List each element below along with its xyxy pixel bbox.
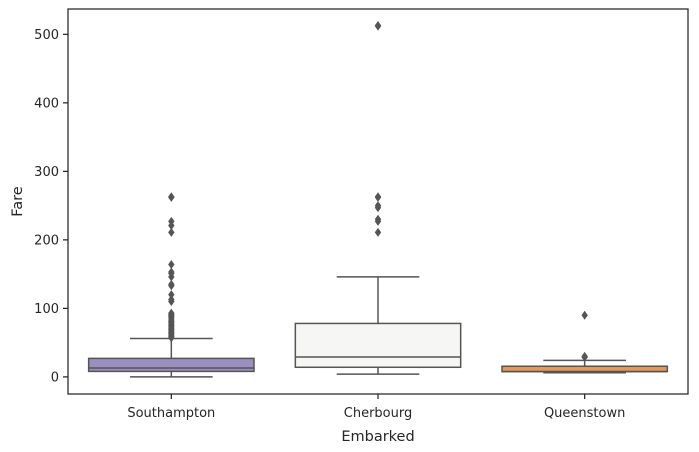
outlier-point [581, 351, 588, 361]
outlier-point [581, 310, 588, 320]
outlier-point [374, 227, 382, 237]
outlier-point [168, 192, 175, 202]
y-tick-label: 500 [34, 28, 59, 43]
y-tick-label: 200 [34, 233, 59, 248]
y-axis: 0 100 200 300 400 500 [34, 28, 68, 385]
x-tick-label-cherbourg: Cherbourg [344, 406, 412, 421]
x-tick-label-southampton: Southampton [127, 406, 215, 421]
x-axis: Southampton Cherbourg Queenstown [127, 394, 625, 421]
box-cherbourg [294, 322, 462, 369]
y-tick-label: 400 [34, 96, 59, 111]
outlier-point [168, 308, 175, 318]
box-group-southampton [87, 192, 255, 378]
outlier-point [374, 201, 382, 211]
x-tick-label-queenstown: Queenstown [544, 406, 625, 421]
outlier-point [374, 192, 382, 202]
outlier-point [374, 214, 382, 224]
outlier-point [168, 279, 175, 289]
plot-area [87, 20, 669, 378]
box-group-cherbourg [294, 20, 462, 375]
outlier-point [168, 290, 175, 300]
outlier-point [168, 216, 175, 226]
outlier-point [168, 267, 175, 277]
outlier-point [168, 227, 175, 237]
y-tick-label: 300 [34, 165, 59, 180]
box-queenstown [501, 365, 669, 373]
box-group-queenstown [501, 310, 669, 374]
y-axis-label: Fare [10, 186, 26, 217]
outlier-point [374, 20, 382, 30]
plot-frame [67, 8, 689, 395]
box-southampton [87, 357, 255, 373]
y-tick-label: 100 [34, 302, 59, 317]
outlier-point [168, 294, 175, 304]
x-axis-label: Embarked [341, 429, 414, 445]
outlier-point [168, 260, 175, 270]
y-tick-label: 0 [51, 370, 59, 385]
